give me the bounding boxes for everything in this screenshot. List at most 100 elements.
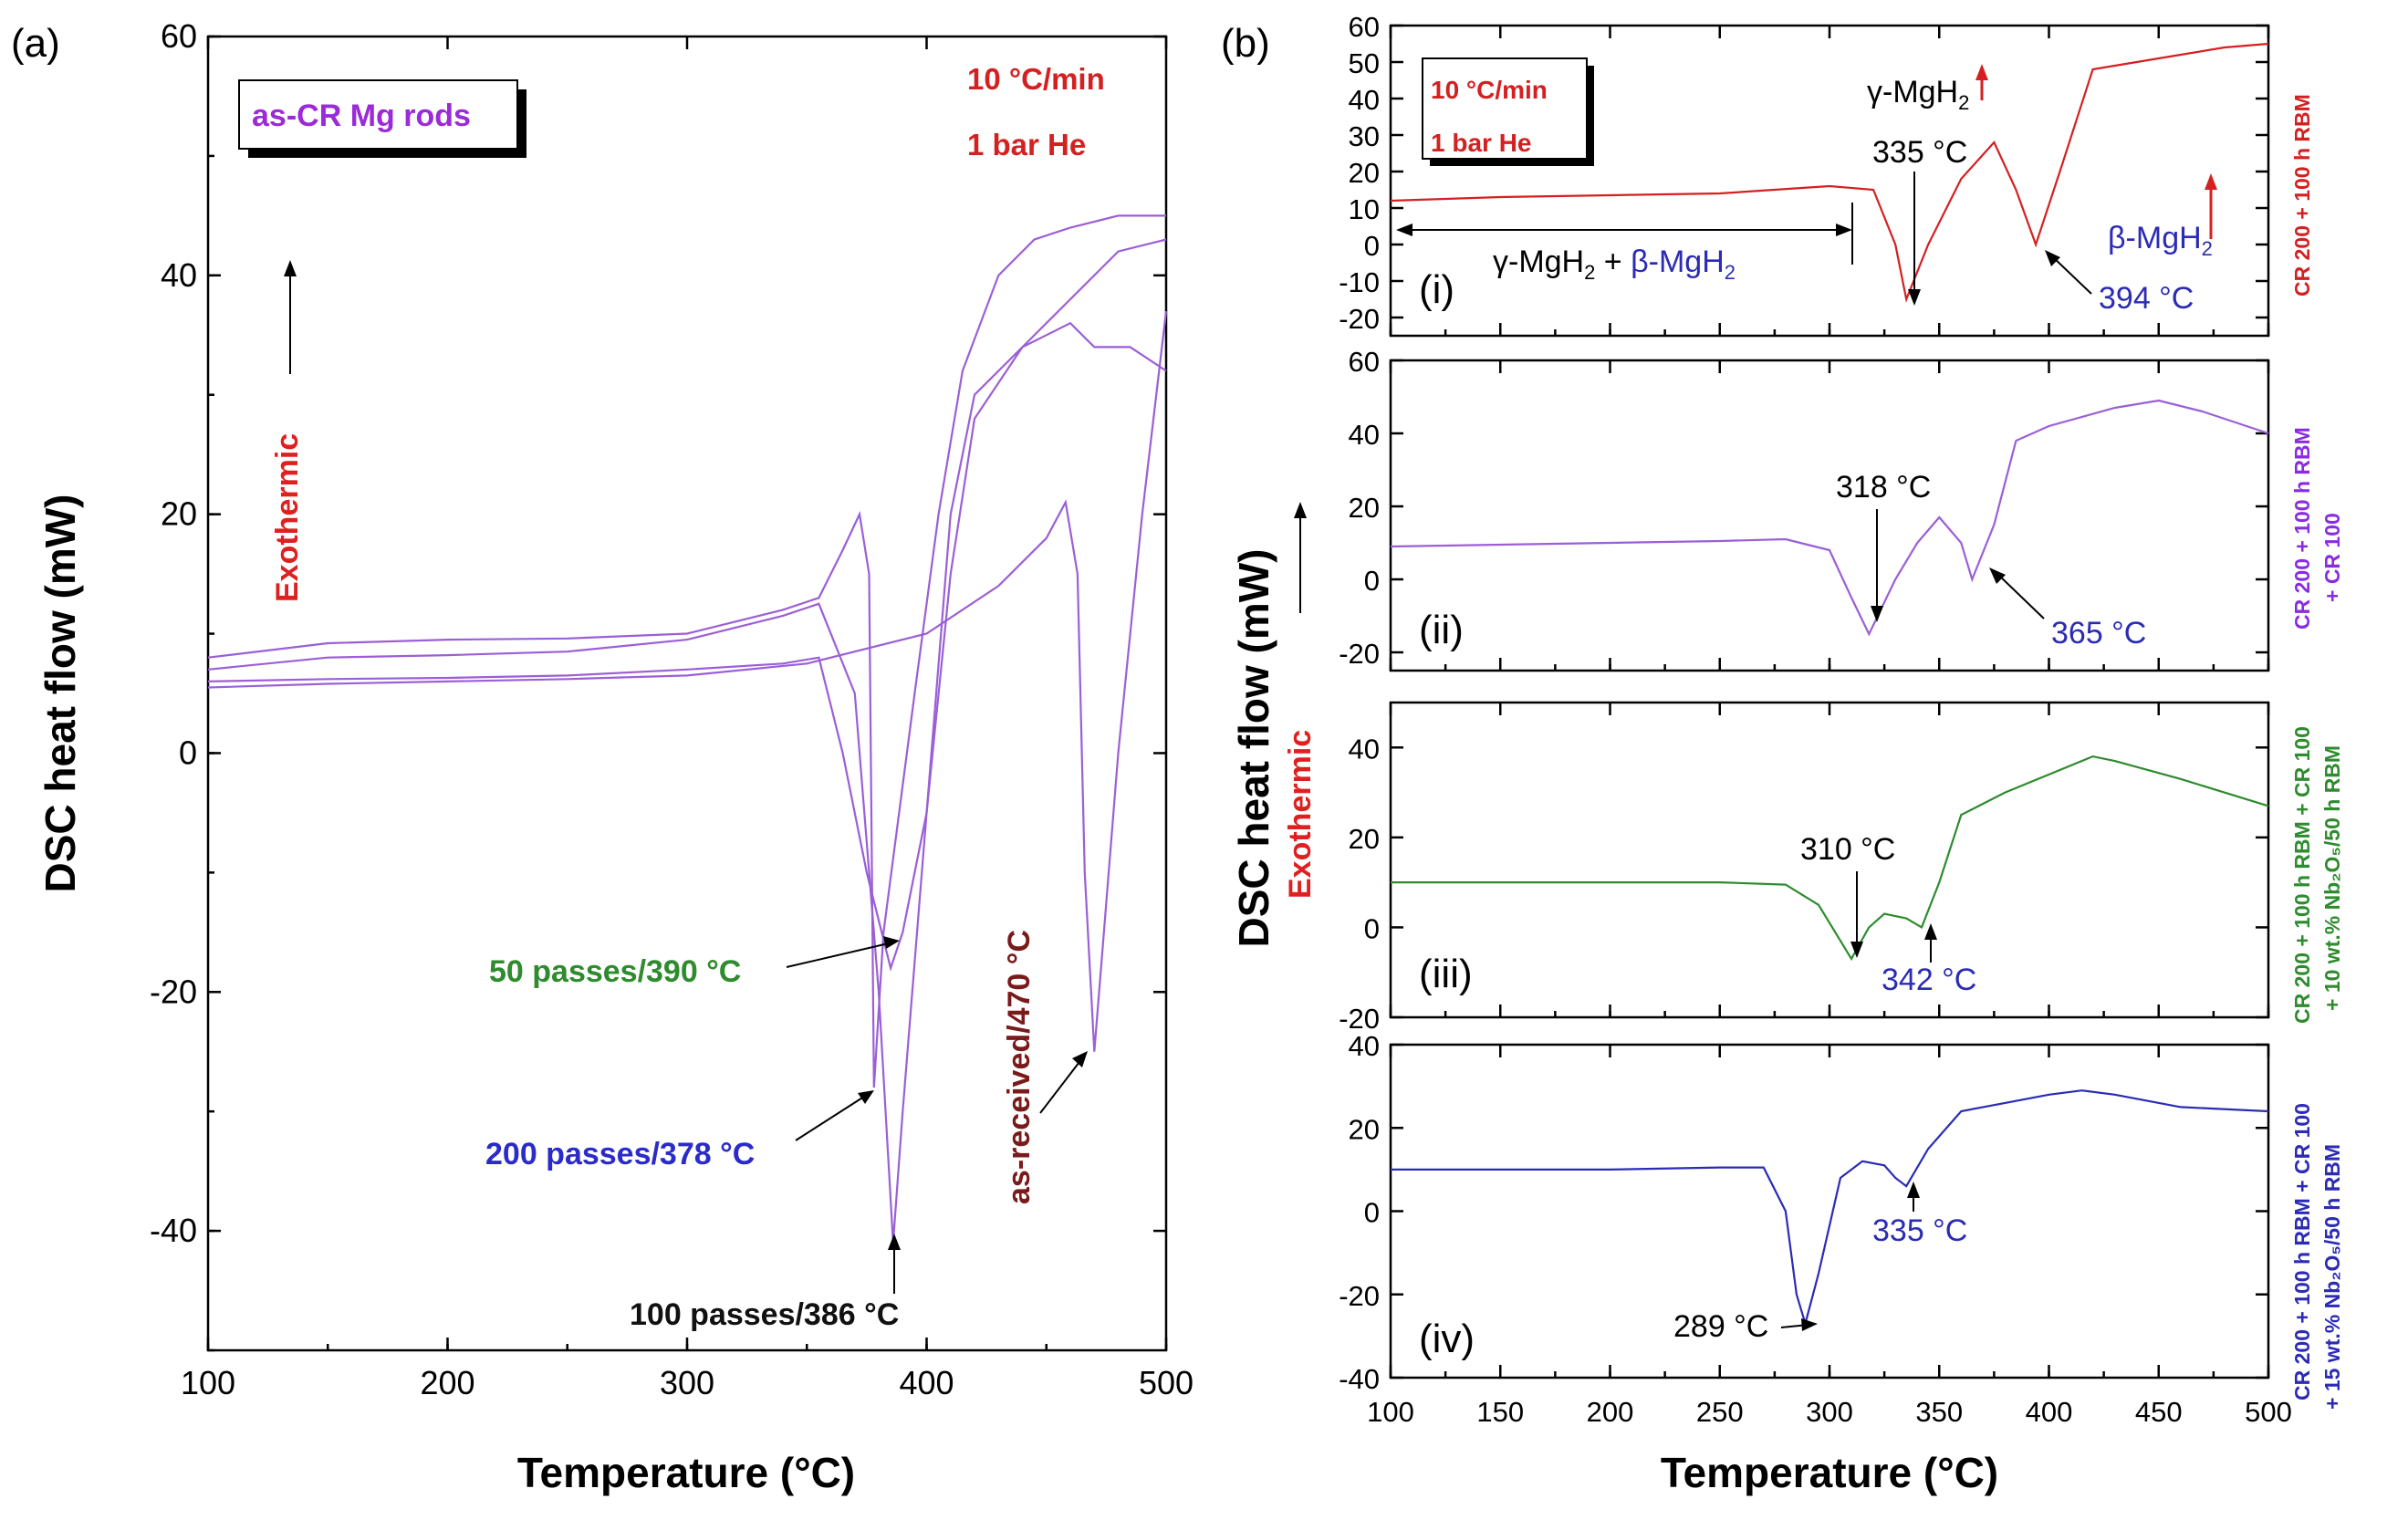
- subplot-1-y-tick-label: 50: [1349, 47, 1380, 79]
- subplot-1-y-tick-label: 30: [1349, 120, 1380, 152]
- atmosphere-label-a: 1 bar He: [967, 128, 1086, 161]
- arrow-as-received: [1039, 1057, 1083, 1114]
- x-axis-title-b: Temperature (°C): [1661, 1449, 1998, 1496]
- exothermic-arrowhead-b: [1294, 502, 1307, 518]
- panel-b: (b) -20-100102030405060-200204060-200204…: [1221, 11, 2344, 1496]
- exothermic-arrowhead-a: [284, 260, 297, 276]
- subplot-iv-frame: [1389, 1043, 2270, 1379]
- subplot-1-y-tick-label: 40: [1349, 84, 1380, 116]
- panel-b-curves: [1390, 42, 2269, 1327]
- exothermic-label-b: Exothermic: [1283, 730, 1318, 899]
- mixture-beta-sub: 2: [1725, 261, 1736, 284]
- subplot-4-x-tick-label: 400: [2026, 1396, 2073, 1428]
- arrowhead-200-passes: [858, 1090, 874, 1104]
- gamma-label: γ-MgH2: [1867, 75, 1969, 114]
- arrowhead-peak-iv-2: [1907, 1182, 1920, 1198]
- arrowhead-100-passes: [888, 1234, 901, 1250]
- sub-iv-label: (iv): [1419, 1317, 1475, 1361]
- curve-subplot-2: [1390, 399, 2269, 637]
- annotation-100-passes: 100 passes/386 °C: [630, 1297, 899, 1332]
- rate-label-a: 10 °C/min: [967, 62, 1105, 96]
- beta-label: β-MgH2: [2108, 221, 2213, 260]
- beta-red-arrowhead: [2205, 173, 2217, 190]
- curve-200-passes: [207, 214, 1166, 1088]
- panel-a-y-tick-label: 60: [161, 17, 197, 55]
- arrowhead-50-passes: [883, 936, 900, 949]
- mixture-arrow-right: [1836, 224, 1852, 236]
- subplot-2-y-tick-label: 20: [1349, 492, 1380, 524]
- cond-box-i: [1422, 57, 1588, 160]
- gamma-sub: 2: [1958, 91, 1969, 114]
- gamma-name: γ-MgH: [1867, 75, 1958, 109]
- subplot-2-y-tick-label: -20: [1339, 638, 1380, 670]
- sub-iii-label: (iii): [1419, 952, 1473, 996]
- arrowhead-peak-iii-2: [1924, 923, 1937, 940]
- rate-label-i: 10 °C/min: [1431, 76, 1548, 104]
- panel-a-y-tick-label: -40: [150, 1212, 197, 1249]
- subplot-2-y-tick-label: 0: [1364, 565, 1380, 597]
- peak-label-i-1: 335 °C: [1872, 135, 1967, 170]
- gamma-red-arrowhead: [1975, 64, 1988, 80]
- peak-label-iii-2: 342 °C: [1882, 963, 1976, 997]
- subplot-4-y-tick-label: -40: [1339, 1363, 1380, 1395]
- subplot-4-y-tick-label: 0: [1364, 1197, 1380, 1229]
- panel-a-x-tick-label: 500: [1139, 1364, 1194, 1401]
- side-label-i: CR 200 + 100 h RBM: [2290, 94, 2314, 297]
- arrowhead-peak-i-1: [1908, 289, 1921, 306]
- annotation-200-passes: 200 passes/378 °C: [485, 1137, 755, 1171]
- subplot-4-y-tick-label: 20: [1349, 1113, 1380, 1145]
- x-axis-title-a: Temperature (°C): [517, 1449, 855, 1496]
- beta-sub: 2: [2202, 237, 2213, 260]
- curve-subplot-4: [1391, 1089, 2269, 1327]
- sub-ii-label: (ii): [1419, 608, 1464, 652]
- panel-b-ticks: -20-100102030405060-200204060-2002040100…: [1339, 11, 2292, 1428]
- y-axis-title-b: DSC heat flow (mW): [1230, 549, 1277, 948]
- atmosphere-label-i: 1 bar He: [1431, 129, 1532, 157]
- peak-label-iv-1: 289 °C: [1673, 1309, 1768, 1344]
- peak-label-i-2: 394 °C: [2099, 281, 2194, 316]
- legend-box: [238, 79, 518, 150]
- legend-text: as-CR Mg rods: [252, 99, 471, 133]
- subplot-1-y-tick-label: 20: [1349, 157, 1380, 189]
- beta-name: β-MgH: [2108, 221, 2202, 255]
- peak-label-ii-2: 365 °C: [2051, 616, 2146, 651]
- mixture-arrow-left: [1396, 224, 1412, 236]
- subplot-1-y-tick-label: -10: [1339, 266, 1380, 298]
- subplot-4-x-tick-label: 150: [1476, 1396, 1524, 1428]
- subplot-1-y-tick-label: 60: [1349, 11, 1380, 43]
- peak-label-iv-2: 335 °C: [1872, 1213, 1967, 1248]
- mixture-plus: +: [1595, 245, 1631, 279]
- mixture-label: γ-MgH2 + β-MgH2: [1493, 245, 1736, 284]
- sub-i-label: (i): [1419, 267, 1454, 312]
- panel-a-y-tick-label: 0: [179, 734, 197, 771]
- subplot-3-y-tick-label: 20: [1349, 823, 1380, 855]
- curve-50-passes: [207, 238, 1167, 973]
- subplot-2-y-tick-label: 40: [1349, 419, 1380, 451]
- panel-a-x-tick-label: 100: [181, 1364, 235, 1401]
- arrowhead-as-received: [1072, 1051, 1088, 1067]
- panel-a-y-tick-label: -20: [150, 973, 197, 1010]
- curve-subplot-3: [1391, 755, 2269, 962]
- peak-label-iii-1: 310 °C: [1800, 832, 1895, 867]
- panel-a-x-tick-label: 200: [420, 1364, 474, 1401]
- side-label-iv-1: CR 200 + 100 h RBM + CR 100: [2290, 1103, 2314, 1400]
- side-label-iii-1: CR 200 + 100 h RBM + CR 100: [2290, 726, 2314, 1024]
- peak-label-ii-1: 318 °C: [1836, 470, 1931, 505]
- panel-a-y-tick-label: 20: [161, 495, 197, 533]
- subplot-2-y-tick-label: 60: [1349, 346, 1380, 378]
- panel-a-x-tick-label: 400: [899, 1364, 954, 1401]
- subplot-4-x-tick-label: 200: [1587, 1396, 1634, 1428]
- subplot-1-y-tick-label: 10: [1349, 193, 1380, 225]
- subplot-3-y-tick-label: 0: [1364, 912, 1380, 944]
- panel-b-label: (b): [1221, 21, 1270, 66]
- side-label-iii-2: + 10 wt.% Nb₂O₅/50 h RBM: [2320, 745, 2344, 1011]
- mixture-gamma-sub: 2: [1584, 261, 1595, 284]
- arrowhead-peak-i-2: [2045, 250, 2060, 266]
- panel-a-y-tick-label: 40: [161, 256, 197, 294]
- subplot-4-x-tick-label: 500: [2245, 1396, 2292, 1428]
- side-label-ii-1: CR 200 + 100 h RBM: [2290, 427, 2314, 630]
- subplot-4-x-tick-label: 350: [1915, 1396, 1963, 1428]
- arrowhead-peak-iv-1: [1801, 1318, 1818, 1331]
- side-label-ii-2: + CR 100: [2320, 513, 2344, 602]
